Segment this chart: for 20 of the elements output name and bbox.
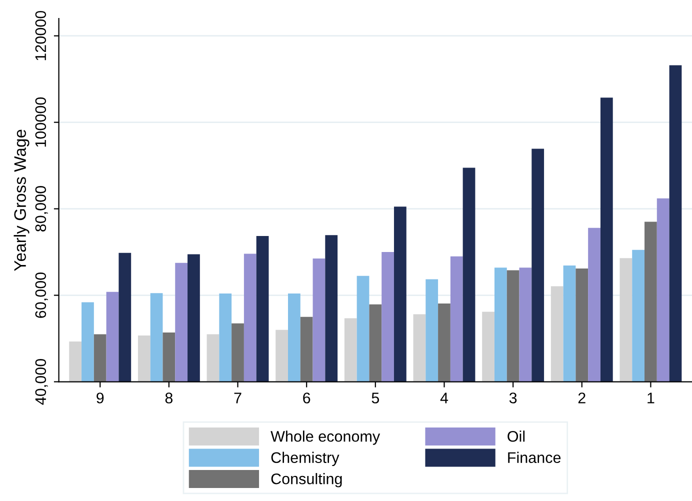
y-axis-title: Yearly Gross Wage (14, 130, 30, 271)
legend-label: Chemistry (271, 452, 340, 466)
x-tick-label: 7 (234, 392, 242, 404)
legend-label: Whole economy (270, 430, 380, 445)
y-tick-label: 60,000 (35, 272, 48, 318)
x-tick-label: 6 (303, 392, 310, 404)
y-tick-label: 120000 (35, 10, 46, 60)
x-tick-label: 1 (648, 392, 654, 404)
x-tick-label: 8 (165, 392, 173, 404)
x-tick-label: 4 (440, 392, 448, 404)
y-tick-label: 40,000 (35, 358, 48, 405)
legend-label: Finance (508, 452, 561, 464)
x-tick-label: 9 (96, 392, 104, 404)
legend-label: Consulting (271, 473, 342, 488)
x-tick-label: 2 (578, 392, 586, 404)
x-tick-label: 5 (372, 392, 380, 404)
legend-label: Oil (508, 430, 525, 442)
y-tick-label: 80,000 (35, 186, 48, 232)
y-tick-label: 100000 (35, 97, 46, 147)
x-tick-label: 3 (509, 392, 517, 404)
